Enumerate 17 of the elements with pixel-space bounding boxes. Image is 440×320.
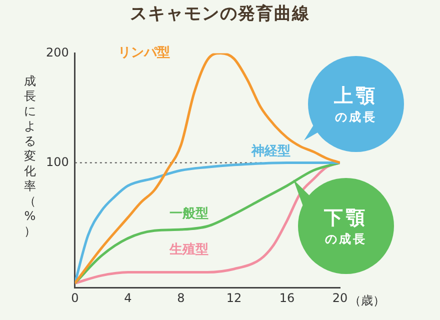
x-tick-label: 16 <box>279 290 295 305</box>
chart-title: スキャモンの発育曲線 <box>129 3 311 25</box>
y-tick-label: 100 <box>46 154 69 169</box>
x-tick-label: 0 <box>71 290 79 305</box>
x-tick-label: 20 <box>332 290 348 305</box>
annotation: 下顎の成長 <box>324 206 368 248</box>
text: 成長による変化率（%） <box>24 74 36 238</box>
x-tick-label: 12 <box>226 290 242 305</box>
series-label: 一般型 <box>169 206 208 222</box>
text: リンパ型 <box>118 46 170 61</box>
series-label: 神経型 <box>250 143 291 160</box>
x-tick-label: 8 <box>177 290 185 305</box>
x-tick-label: 4 <box>124 290 132 305</box>
x-axis-title: （歳） <box>349 294 385 308</box>
series-label: 生殖型 <box>168 242 208 258</box>
annotation: 上顎の成長 <box>334 84 378 126</box>
y-tick-label: 200 <box>46 45 69 60</box>
